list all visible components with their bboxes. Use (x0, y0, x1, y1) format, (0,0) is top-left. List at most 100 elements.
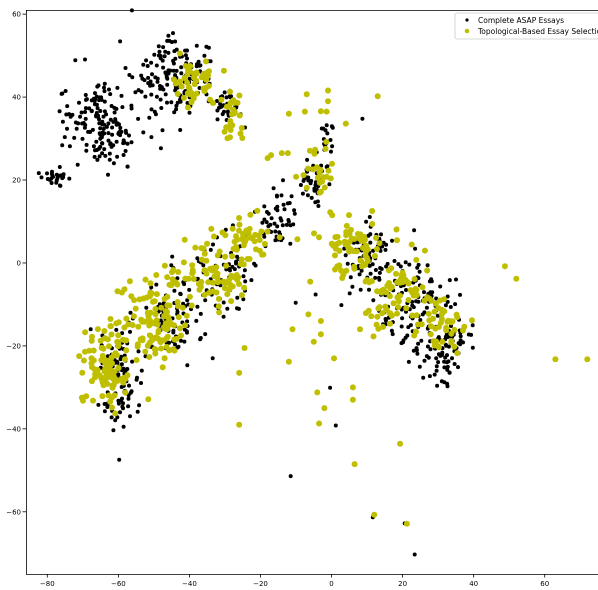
scatter-point (54, 178, 59, 183)
scatter-point (139, 73, 144, 78)
scatter-point (453, 302, 458, 307)
scatter-point (399, 269, 406, 276)
scatter-point (351, 461, 358, 468)
scatter-point (266, 211, 271, 216)
points-layer (36, 8, 591, 557)
scatter-point (179, 65, 184, 70)
scatter-point (241, 274, 246, 279)
scatter-point (331, 355, 337, 362)
scatter-point (311, 230, 317, 237)
axes-layer (26, 10, 598, 575)
scatter-point (329, 212, 336, 219)
scatter-point (161, 65, 166, 70)
scatter-point (317, 318, 324, 324)
x-tick-label: −80 (40, 580, 55, 586)
scatter-point (227, 121, 234, 128)
scatter-point (445, 381, 450, 386)
scatter-point (80, 357, 87, 364)
scatter-point (67, 176, 72, 181)
scatter-point (139, 337, 146, 344)
scatter-point (182, 322, 189, 329)
scatter-point (102, 99, 107, 104)
scatter-point (383, 306, 390, 313)
scatter-point (175, 269, 182, 275)
scatter-point (120, 105, 125, 110)
scatter-point (111, 368, 118, 375)
scatter-point (88, 337, 95, 344)
scatter-point (329, 160, 335, 167)
scatter-point (163, 92, 168, 97)
scatter-point (333, 423, 338, 428)
scatter-point (225, 306, 230, 311)
scatter-point (346, 248, 353, 255)
scatter-point (417, 269, 422, 274)
scatter-point (425, 263, 430, 268)
scatter-point (172, 288, 177, 293)
scatter-point (189, 262, 196, 269)
scatter-point (394, 237, 400, 244)
scatter-point (84, 148, 89, 153)
scatter-point (94, 326, 101, 333)
scatter-point (436, 352, 441, 357)
scatter-point (82, 348, 88, 355)
scatter-point (230, 273, 237, 280)
scatter-point (88, 129, 93, 134)
scatter-point (445, 364, 450, 369)
scatter-point (106, 131, 111, 136)
scatter-point (109, 415, 114, 420)
scatter-point (106, 138, 111, 143)
scatter-point (277, 230, 282, 235)
scatter-point (203, 257, 210, 264)
scatter-point (126, 404, 131, 409)
scatter-point (424, 294, 431, 301)
scatter-point (118, 39, 123, 44)
scatter-point (240, 242, 247, 249)
scatter-point (329, 124, 334, 129)
scatter-point (377, 270, 382, 275)
scatter-point (285, 358, 292, 365)
scatter-point (397, 279, 403, 286)
scatter-point (374, 246, 380, 252)
scatter-point (195, 276, 200, 281)
scatter-point (112, 105, 117, 110)
scatter-point (470, 323, 475, 328)
scatter-point (236, 369, 243, 376)
scatter-point (186, 293, 193, 300)
scatter-point (406, 359, 411, 364)
scatter-point (187, 76, 192, 81)
scatter-point (412, 552, 417, 557)
scatter-point (323, 108, 330, 115)
scatter-point (126, 396, 131, 401)
scatter-point (174, 107, 179, 112)
scatter-point (300, 191, 305, 196)
scatter-point (278, 150, 285, 157)
scatter-point (92, 374, 98, 381)
scatter-point (183, 312, 190, 319)
scatter-point (125, 141, 130, 146)
scatter-point (413, 256, 420, 263)
scatter-point (149, 107, 154, 112)
scatter-point (369, 221, 376, 227)
scatter-point (222, 90, 227, 95)
scatter-point (147, 115, 152, 120)
scatter-point (120, 379, 127, 386)
scatter-point (393, 226, 400, 233)
scatter-point (552, 356, 559, 363)
scatter-point (149, 285, 154, 290)
scatter-point (161, 262, 168, 269)
scatter-point (328, 385, 333, 390)
scatter-point (145, 396, 152, 403)
scatter-point (227, 134, 233, 141)
scatter-point (266, 224, 271, 229)
scatter-point (127, 383, 131, 388)
scatter-point (357, 257, 364, 264)
scatter-point (129, 389, 134, 394)
scatter-point (102, 367, 109, 373)
scatter-point (100, 151, 105, 156)
scatter-point (229, 253, 236, 260)
scatter-point (214, 252, 221, 259)
scatter-point (435, 343, 442, 350)
scatter-point (120, 404, 125, 409)
scatter-point (415, 265, 420, 270)
